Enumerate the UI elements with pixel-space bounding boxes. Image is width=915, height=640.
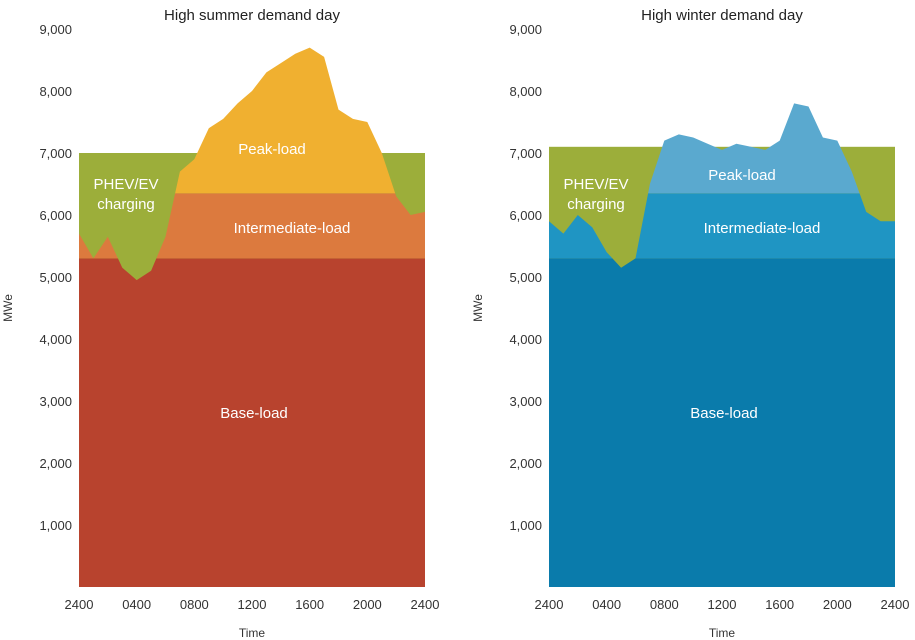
- x-tick-label: 0800: [180, 597, 209, 612]
- phev-charging-label: charging: [97, 196, 155, 213]
- y-tick-label: 7,000: [39, 146, 72, 161]
- x-tick-label: 0400: [122, 597, 151, 612]
- x-tick-label: 1200: [708, 597, 737, 612]
- y-tick-label: 4,000: [39, 332, 72, 347]
- y-tick-label: 3,000: [509, 394, 542, 409]
- y-tick-label: 7,000: [509, 146, 542, 161]
- peak-load-label: Peak-load: [708, 167, 776, 184]
- intermediate-load-label: Intermediate-load: [704, 220, 821, 237]
- x-tick-label: 2400: [881, 597, 910, 612]
- y-tick-label: 1,000: [39, 518, 72, 533]
- phev-charging-label: PHEV/EV: [563, 176, 628, 193]
- x-tick-label: 0800: [650, 597, 679, 612]
- chart-panel: High winter demand day 1,000 2,000 3,000 4,0…: [471, 7, 909, 640]
- x-tick-label: 1600: [295, 597, 324, 612]
- base-load-label: Base-load: [220, 405, 288, 422]
- base-load-label: Base-load: [690, 405, 758, 422]
- chart-title: High summer demand day: [164, 7, 340, 24]
- intermediate-load-label: Intermediate-load: [234, 220, 351, 237]
- y-tick-label: 2,000: [509, 456, 542, 471]
- x-axis-label: Time: [239, 626, 266, 640]
- x-axis-label: Time: [709, 626, 736, 640]
- y-tick-label: 8,000: [39, 84, 72, 99]
- x-tick-label: 2400: [411, 597, 440, 612]
- chart-title: High winter demand day: [641, 7, 803, 24]
- y-tick-label: 5,000: [39, 270, 72, 285]
- peak-load-label: Peak-load: [238, 141, 306, 158]
- phev-charging-label: PHEV/EV: [93, 176, 158, 193]
- base-load-band: [79, 258, 425, 587]
- x-tick-label: 1200: [238, 597, 267, 612]
- y-tick-label: 9,000: [509, 22, 542, 37]
- y-tick-label: 9,000: [39, 22, 72, 37]
- y-tick-label: 2,000: [39, 456, 72, 471]
- x-tick-label: 0400: [592, 597, 621, 612]
- y-tick-label: 1,000: [509, 518, 542, 533]
- y-axis-label: MWe: [1, 294, 15, 322]
- y-tick-label: 4,000: [509, 332, 542, 347]
- chart-panel: High summer demand day 1,000 2,000 3,000 4,0…: [1, 7, 439, 640]
- x-tick-label: 2400: [65, 597, 94, 612]
- base-load-band: [549, 258, 895, 587]
- y-tick-label: 3,000: [39, 394, 72, 409]
- x-tick-label: 2000: [353, 597, 382, 612]
- y-tick-label: 8,000: [509, 84, 542, 99]
- x-tick-label: 2000: [823, 597, 852, 612]
- y-axis-label: MWe: [471, 294, 485, 322]
- y-tick-label: 5,000: [509, 270, 542, 285]
- x-tick-label: 1600: [765, 597, 794, 612]
- y-tick-label: 6,000: [509, 208, 542, 223]
- phev-charging-label: charging: [567, 196, 625, 213]
- x-tick-label: 2400: [535, 597, 564, 612]
- y-tick-label: 6,000: [39, 208, 72, 223]
